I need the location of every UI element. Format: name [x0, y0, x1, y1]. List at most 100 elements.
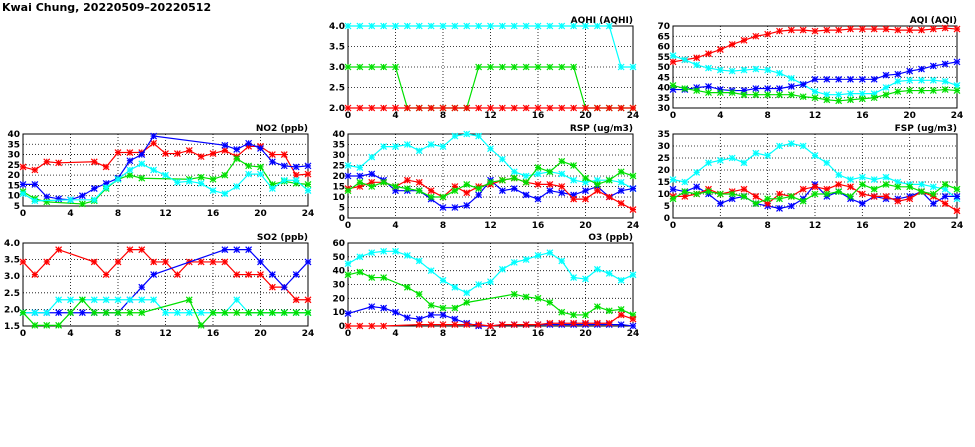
- data-point-marker: [705, 188, 712, 196]
- data-point-marker: [582, 187, 589, 195]
- data-point-marker: [764, 91, 772, 99]
- data-point-marker: [380, 63, 388, 71]
- data-point-marker: [43, 158, 51, 166]
- data-point-marker: [280, 309, 288, 317]
- data-point-marker: [439, 321, 447, 329]
- data-point-marker: [498, 155, 506, 163]
- data-point-marker: [221, 309, 229, 317]
- data-point-marker: [882, 192, 890, 200]
- y-tick-label: 30: [332, 151, 345, 161]
- data-point-marker: [605, 270, 613, 277]
- data-point-marker: [593, 265, 601, 273]
- data-point-marker: [233, 183, 241, 190]
- data-point-marker: [356, 322, 364, 330]
- data-point-marker: [522, 293, 530, 301]
- data-point-marker: [929, 87, 937, 94]
- series-green: [19, 155, 312, 208]
- data-point-marker: [799, 81, 807, 88]
- data-point-marker: [870, 75, 878, 83]
- data-point-marker: [906, 183, 914, 191]
- data-point-marker: [209, 150, 217, 157]
- data-point-marker: [475, 281, 483, 288]
- data-point-marker: [209, 175, 217, 183]
- data-point-marker: [114, 149, 122, 156]
- data-point-marker: [870, 185, 878, 193]
- data-point-marker: [605, 319, 613, 327]
- data-point-marker: [558, 63, 566, 71]
- series-green: [669, 82, 961, 105]
- x-tick-label: 4: [392, 111, 398, 121]
- data-point-marker: [415, 257, 423, 265]
- data-point-marker: [368, 274, 376, 282]
- data-point-marker: [522, 191, 530, 199]
- data-point-marker: [629, 104, 637, 112]
- data-point-marker: [570, 63, 578, 71]
- data-point-marker: [752, 200, 760, 208]
- y-tick-label: 25: [657, 154, 670, 164]
- data-point-marker: [245, 271, 253, 278]
- x-tick-label: 8: [440, 221, 446, 231]
- data-point-marker: [546, 63, 554, 71]
- data-point-marker: [268, 309, 276, 317]
- data-point-marker: [162, 150, 169, 157]
- data-point-marker: [368, 183, 376, 190]
- x-tick-label: 0: [345, 111, 351, 121]
- data-point-marker: [403, 185, 411, 193]
- data-point-marker: [451, 22, 459, 30]
- y-tick-label: 30: [332, 281, 345, 291]
- data-point-marker: [356, 178, 364, 186]
- data-point-marker: [138, 296, 146, 304]
- data-point-marker: [197, 321, 205, 329]
- data-point-marker: [669, 185, 677, 193]
- data-point-marker: [669, 176, 677, 184]
- y-tick-label: 4.0: [4, 239, 20, 249]
- data-point-marker: [90, 258, 98, 266]
- x-tick-label: 16: [532, 221, 545, 231]
- data-point-marker: [475, 63, 483, 71]
- series-line: [347, 250, 634, 294]
- data-point-marker: [150, 132, 158, 140]
- data-point-marker: [918, 180, 925, 188]
- data-point-marker: [558, 308, 566, 316]
- data-point-marker: [693, 54, 701, 62]
- data-point-marker: [185, 147, 193, 154]
- data-point-marker: [173, 150, 181, 157]
- data-point-marker: [605, 176, 613, 184]
- data-point-marker: [304, 296, 312, 304]
- y-tick-label: 1.5: [4, 322, 20, 332]
- data-point-marker: [380, 178, 388, 186]
- x-tick-label: 0: [345, 329, 351, 339]
- y-tick-label: 45: [657, 73, 670, 83]
- data-point-marker: [953, 58, 961, 66]
- data-point-marker: [356, 164, 364, 172]
- data-point-marker: [776, 27, 783, 35]
- data-point-marker: [799, 185, 807, 193]
- x-tick-label: 4: [392, 329, 398, 339]
- y-tick-label: 15: [332, 183, 345, 193]
- data-point-marker: [705, 89, 712, 97]
- data-point-marker: [150, 271, 158, 278]
- data-point-marker: [787, 202, 795, 210]
- data-point-marker: [823, 75, 831, 83]
- data-point-marker: [280, 151, 288, 158]
- data-point-marker: [487, 178, 494, 186]
- data-point-marker: [906, 195, 914, 203]
- data-point-marker: [617, 311, 625, 319]
- data-point-marker: [941, 24, 949, 32]
- x-tick-label: 4: [67, 209, 73, 219]
- x-tick-label: 8: [115, 209, 121, 219]
- data-point-marker: [19, 309, 27, 317]
- data-point-marker: [787, 140, 795, 148]
- y-tick-label: 40: [332, 267, 345, 277]
- data-point-marker: [475, 321, 483, 329]
- data-point-marker: [787, 26, 795, 34]
- data-point-marker: [368, 153, 376, 161]
- x-tick-label: 16: [207, 209, 220, 219]
- data-point-marker: [740, 185, 748, 193]
- x-tick-label: 12: [484, 221, 497, 231]
- data-point-marker: [356, 172, 364, 180]
- data-point-marker: [740, 192, 748, 200]
- y-tick-label: 35: [657, 94, 670, 104]
- data-point-marker: [415, 187, 423, 195]
